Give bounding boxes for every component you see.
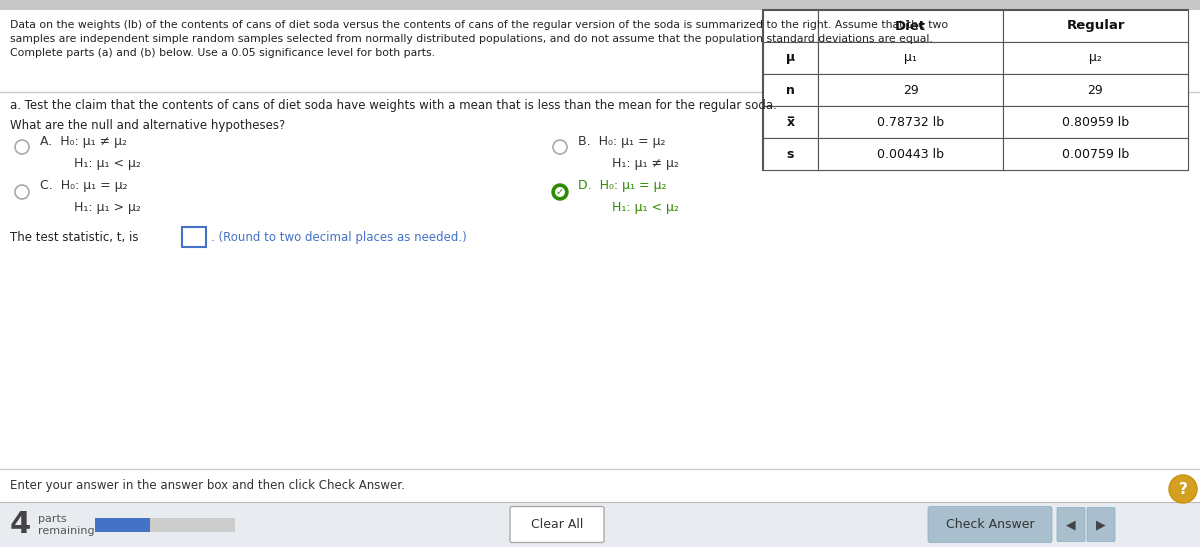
Circle shape	[1169, 475, 1198, 503]
Circle shape	[554, 187, 565, 197]
Text: remaining: remaining	[38, 527, 95, 537]
Text: H₁: μ₁ > μ₂: H₁: μ₁ > μ₂	[74, 201, 140, 214]
Text: parts: parts	[38, 515, 67, 525]
Text: 29: 29	[902, 84, 918, 96]
Bar	[1003, 10, 1188, 42]
FancyBboxPatch shape	[1057, 508, 1085, 542]
Text: C.  H₀: μ₁ = μ₂: C. H₀: μ₁ = μ₂	[40, 179, 127, 193]
Bar	[763, 138, 818, 170]
Bar	[0, 502, 1200, 547]
Text: Data on the weights (lb) of the contents of cans of diet soda versus the content: Data on the weights (lb) of the contents…	[10, 20, 948, 30]
Text: a. Test the claim that the contents of cans of diet soda have weights with a mea: a. Test the claim that the contents of c…	[10, 99, 776, 112]
Text: Enter your answer in the answer box and then click Check Answer.: Enter your answer in the answer box and …	[10, 479, 404, 492]
FancyBboxPatch shape	[928, 507, 1052, 543]
Text: H₁: μ₁ < μ₂: H₁: μ₁ < μ₂	[74, 156, 140, 170]
Bar	[818, 106, 1003, 138]
Bar	[1003, 74, 1188, 106]
Bar	[763, 10, 818, 42]
Bar	[818, 10, 1003, 42]
Bar	[763, 106, 818, 138]
FancyBboxPatch shape	[510, 507, 604, 543]
Bar	[182, 227, 206, 247]
Text: 0.00443 lb: 0.00443 lb	[877, 148, 944, 160]
Text: Clear All: Clear All	[530, 518, 583, 531]
Text: The test statistic, t, is: The test statistic, t, is	[10, 230, 138, 243]
Text: μ: μ	[786, 51, 796, 65]
Bar	[763, 74, 818, 106]
Bar	[763, 42, 818, 74]
Bar	[1003, 106, 1188, 138]
Circle shape	[552, 184, 568, 200]
Bar	[818, 138, 1003, 170]
Text: Complete parts (a) and (b) below. Use a 0.05 significance level for both parts.: Complete parts (a) and (b) below. Use a …	[10, 48, 436, 58]
Text: ?: ?	[1178, 481, 1188, 497]
Text: Diet: Diet	[895, 20, 926, 32]
Bar	[0, 0, 1200, 10]
Bar	[1003, 42, 1188, 74]
Text: Check Answer: Check Answer	[946, 518, 1034, 531]
Text: H₁: μ₁ ≠ μ₂: H₁: μ₁ ≠ μ₂	[612, 156, 679, 170]
Text: What are the null and alternative hypotheses?: What are the null and alternative hypoth…	[10, 119, 286, 132]
Bar	[95, 517, 150, 532]
Text: 0.80959 lb: 0.80959 lb	[1062, 115, 1129, 129]
Text: A.  H₀: μ₁ ≠ μ₂: A. H₀: μ₁ ≠ μ₂	[40, 135, 127, 148]
Text: x̅: x̅	[786, 115, 794, 129]
Bar	[95, 517, 235, 532]
Bar	[1003, 138, 1188, 170]
Bar	[763, 10, 1188, 170]
Text: μ₁: μ₁	[904, 51, 917, 65]
Text: 0.78732 lb: 0.78732 lb	[877, 115, 944, 129]
Text: B.  H₀: μ₁ = μ₂: B. H₀: μ₁ = μ₂	[578, 135, 666, 148]
Text: μ₂: μ₂	[1090, 51, 1102, 65]
Bar	[818, 74, 1003, 106]
Text: ✓: ✓	[556, 187, 564, 197]
Text: 29: 29	[1087, 84, 1103, 96]
Text: D.  H₀: μ₁ = μ₂: D. H₀: μ₁ = μ₂	[578, 179, 666, 193]
Text: s: s	[787, 148, 794, 160]
Bar	[818, 42, 1003, 74]
Text: samples are independent simple random samples selected from normally distributed: samples are independent simple random sa…	[10, 34, 932, 44]
Text: . (Round to two decimal places as needed.): . (Round to two decimal places as needed…	[211, 230, 467, 243]
Text: H₁: μ₁ < μ₂: H₁: μ₁ < μ₂	[612, 201, 679, 214]
Text: n: n	[786, 84, 794, 96]
Text: ◀: ◀	[1066, 518, 1076, 531]
Text: 0.00759 lb: 0.00759 lb	[1062, 148, 1129, 160]
Text: ▶: ▶	[1096, 518, 1106, 531]
Text: Regular: Regular	[1067, 20, 1124, 32]
Text: 4: 4	[10, 510, 31, 539]
FancyBboxPatch shape	[1087, 508, 1115, 542]
